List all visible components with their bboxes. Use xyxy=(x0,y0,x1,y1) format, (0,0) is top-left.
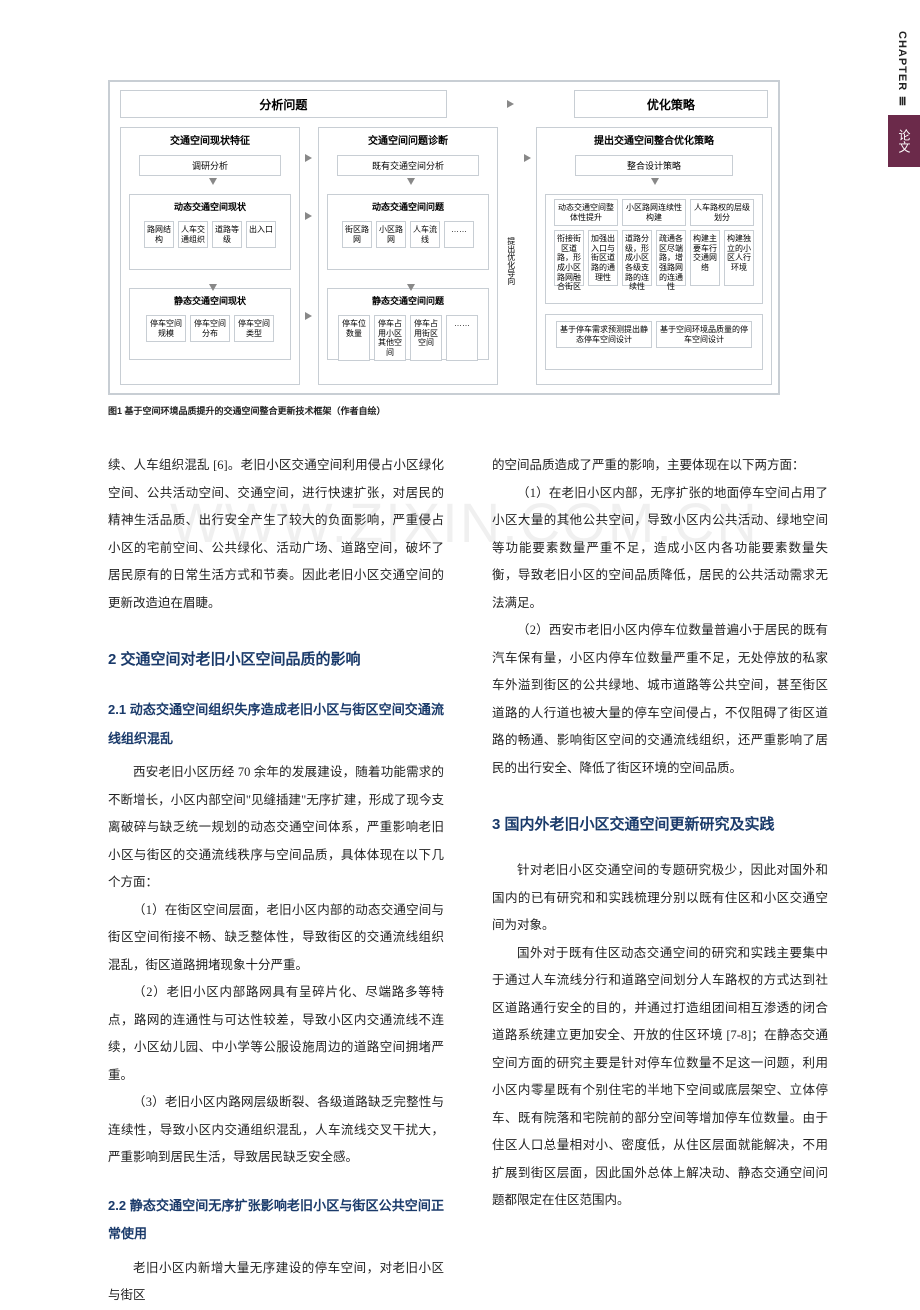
cell: 道路等级 xyxy=(212,221,242,248)
body-columns: 续、人车组织混乱 [6]。老旧小区交通空间利用侵占小区绿化空间、公共活动空间、交… xyxy=(108,452,828,1310)
cell: 路网结构 xyxy=(144,221,174,248)
cell: 街区路网 xyxy=(342,221,372,248)
heading-3: 3 国内外老旧小区交通空间更新研究及实践 xyxy=(492,808,828,841)
cell: 停车占用小区其他空间 xyxy=(374,315,406,361)
g1-title: 动态交通空间现状 xyxy=(132,198,288,215)
cell: 人车交通组织 xyxy=(178,221,208,248)
para: 老旧小区内新增大量无序建设的停车空间，对老旧小区与街区 xyxy=(108,1255,444,1310)
panel-3-title: 提出交通空间整合优化策略 xyxy=(537,128,771,151)
g2-title: 静态交通空间问题 xyxy=(330,292,486,309)
header-analyze: 分析问题 xyxy=(120,90,447,118)
panel-3-group2: 基于停车需求预测提出静态停车空间设计 基于空间环境品质量的停车空间设计 xyxy=(545,314,763,370)
section-tab: 论文 xyxy=(888,115,920,167)
panel-2: 交通空间问题诊断 既有交通空间分析 动态交通空间问题 街区路网 小区路网 人车流… xyxy=(318,127,498,385)
panel-1-sub: 调研分析 xyxy=(139,155,281,176)
panel-2-group1: 动态交通空间问题 街区路网 小区路网 人车流线 …… xyxy=(327,194,489,270)
side-arrow-label: 提出优化导向 xyxy=(506,237,515,285)
cell: 构建主要车行交通网络 xyxy=(690,230,720,286)
figure-1: 分析问题 优化策略 交通空间现状特征 调研分析 动态交通空间现状 路网结构 人车… xyxy=(108,80,780,395)
cell: 小区路网 xyxy=(376,221,406,248)
panel-2-title: 交通空间问题诊断 xyxy=(319,128,497,151)
para: 国外对于既有住区动态交通空间的研究和实践主要集中于通过人车流线分行和道路空间划分… xyxy=(492,940,828,1215)
cell: 道路分级，形成小区各级支路的连续性 xyxy=(622,230,652,286)
head: 人车路权的层级划分 xyxy=(690,199,754,226)
panel-3-group1: 动态交通空间整体性提升 小区路网连续性构建 人车路权的层级划分 衔接街区道路，形… xyxy=(545,194,763,304)
cell: 停车空间分布 xyxy=(190,315,230,342)
para: 续、人车组织混乱 [6]。老旧小区交通空间利用侵占小区绿化空间、公共活动空间、交… xyxy=(108,452,444,617)
cell: 停车空间类型 xyxy=(234,315,274,342)
g2-title: 静态交通空间现状 xyxy=(132,292,288,309)
column-right: 的空间品质造成了严重的影响，主要体现在以下两方面： （1）在老旧小区内部，无序扩… xyxy=(492,452,828,1310)
head: 小区路网连续性构建 xyxy=(622,199,686,226)
cell: 停车占用街区空间 xyxy=(410,315,442,361)
para: 针对老旧小区交通空间的专题研究极少，因此对国外和国内的已有研究和和实践梳理分别以… xyxy=(492,857,828,940)
g1-title: 动态交通空间问题 xyxy=(330,198,486,215)
column-left: 续、人车组织混乱 [6]。老旧小区交通空间利用侵占小区绿化空间、公共活动空间、交… xyxy=(108,452,444,1310)
para: 西安老旧小区历经 70 余年的发展建设，随着功能需求的不断增长，小区内部空间"见… xyxy=(108,759,444,897)
cell: 停车空间规模 xyxy=(146,315,186,342)
panel-3: 提出交通空间整合优化策略 整合设计策略 动态交通空间整体性提升 小区路网连续性构… xyxy=(536,127,772,385)
panel-1: 交通空间现状特征 调研分析 动态交通空间现状 路网结构 人车交通组织 道路等级 … xyxy=(120,127,300,385)
panel-1-title: 交通空间现状特征 xyxy=(121,128,299,151)
heading-2: 2 交通空间对老旧小区空间品质的影响 xyxy=(108,643,444,676)
para: 的空间品质造成了严重的影响，主要体现在以下两方面： xyxy=(492,452,828,480)
panel-2-sub: 既有交通空间分析 xyxy=(337,155,479,176)
head: 动态交通空间整体性提升 xyxy=(554,199,618,226)
figure-1-caption: 图1 基于空间环境品质提升的交通空间整合更新技术框架（作者自绘） xyxy=(108,404,386,417)
para: （2）西安市老旧小区内停车位数量普遍小于居民的既有汽车保有量，小区内停车位数量严… xyxy=(492,617,828,782)
cell: 出入口 xyxy=(246,221,276,248)
chapter-label: CHAPTER Ⅲ xyxy=(888,25,917,115)
panel-2-group2: 静态交通空间问题 停车位数量 停车占用小区其他空间 停车占用街区空间 …… xyxy=(327,288,489,360)
para: （1）在街区空间层面，老旧小区内部的动态交通空间与街区空间衔接不畅、缺乏整体性，… xyxy=(108,897,444,980)
para: （1）在老旧小区内部，无序扩张的地面停车空间占用了小区大量的其他公共空间，导致小… xyxy=(492,480,828,618)
cell: 衔接街区道路，形成小区路网融合街区 xyxy=(554,230,584,286)
heading-2-1: 2.1 动态交通空间组织失序造成老旧小区与街区空间交通流线组织混乱 xyxy=(108,696,444,753)
para: （3）老旧小区内路网层级断裂、各级道路缺乏完整性与连续性，导致小区内交通组织混乱… xyxy=(108,1089,444,1172)
cell: …… xyxy=(446,315,478,361)
panel-1-group1: 动态交通空间现状 路网结构 人车交通组织 道路等级 出入口 xyxy=(129,194,291,270)
cell: 基于停车需求预测提出静态停车空间设计 xyxy=(556,321,652,348)
panel-1-group2: 静态交通空间现状 停车空间规模 停车空间分布 停车空间类型 xyxy=(129,288,291,360)
header-optimize: 优化策略 xyxy=(574,90,768,118)
cell: 加强出入口与街区道路的通理性 xyxy=(588,230,618,286)
para: （2）老旧小区内部路网具有呈碎片化、尽端路多等特点，路网的连通性与可达性较差，导… xyxy=(108,979,444,1089)
cell: 人车流线 xyxy=(410,221,440,248)
cell: 停车位数量 xyxy=(338,315,370,361)
cell: 疏通各区尽端路，增强路网的连通性 xyxy=(656,230,686,286)
heading-2-2: 2.2 静态交通空间无序扩张影响老旧小区与街区公共空间正常使用 xyxy=(108,1192,444,1249)
cell: 基于空间环境品质量的停车空间设计 xyxy=(656,321,752,348)
side-tab: CHAPTER Ⅲ 论文 xyxy=(888,25,920,167)
cell: …… xyxy=(444,221,474,248)
panel-3-sub: 整合设计策略 xyxy=(575,155,733,176)
cell: 构建独立的小区人行环境 xyxy=(724,230,754,286)
